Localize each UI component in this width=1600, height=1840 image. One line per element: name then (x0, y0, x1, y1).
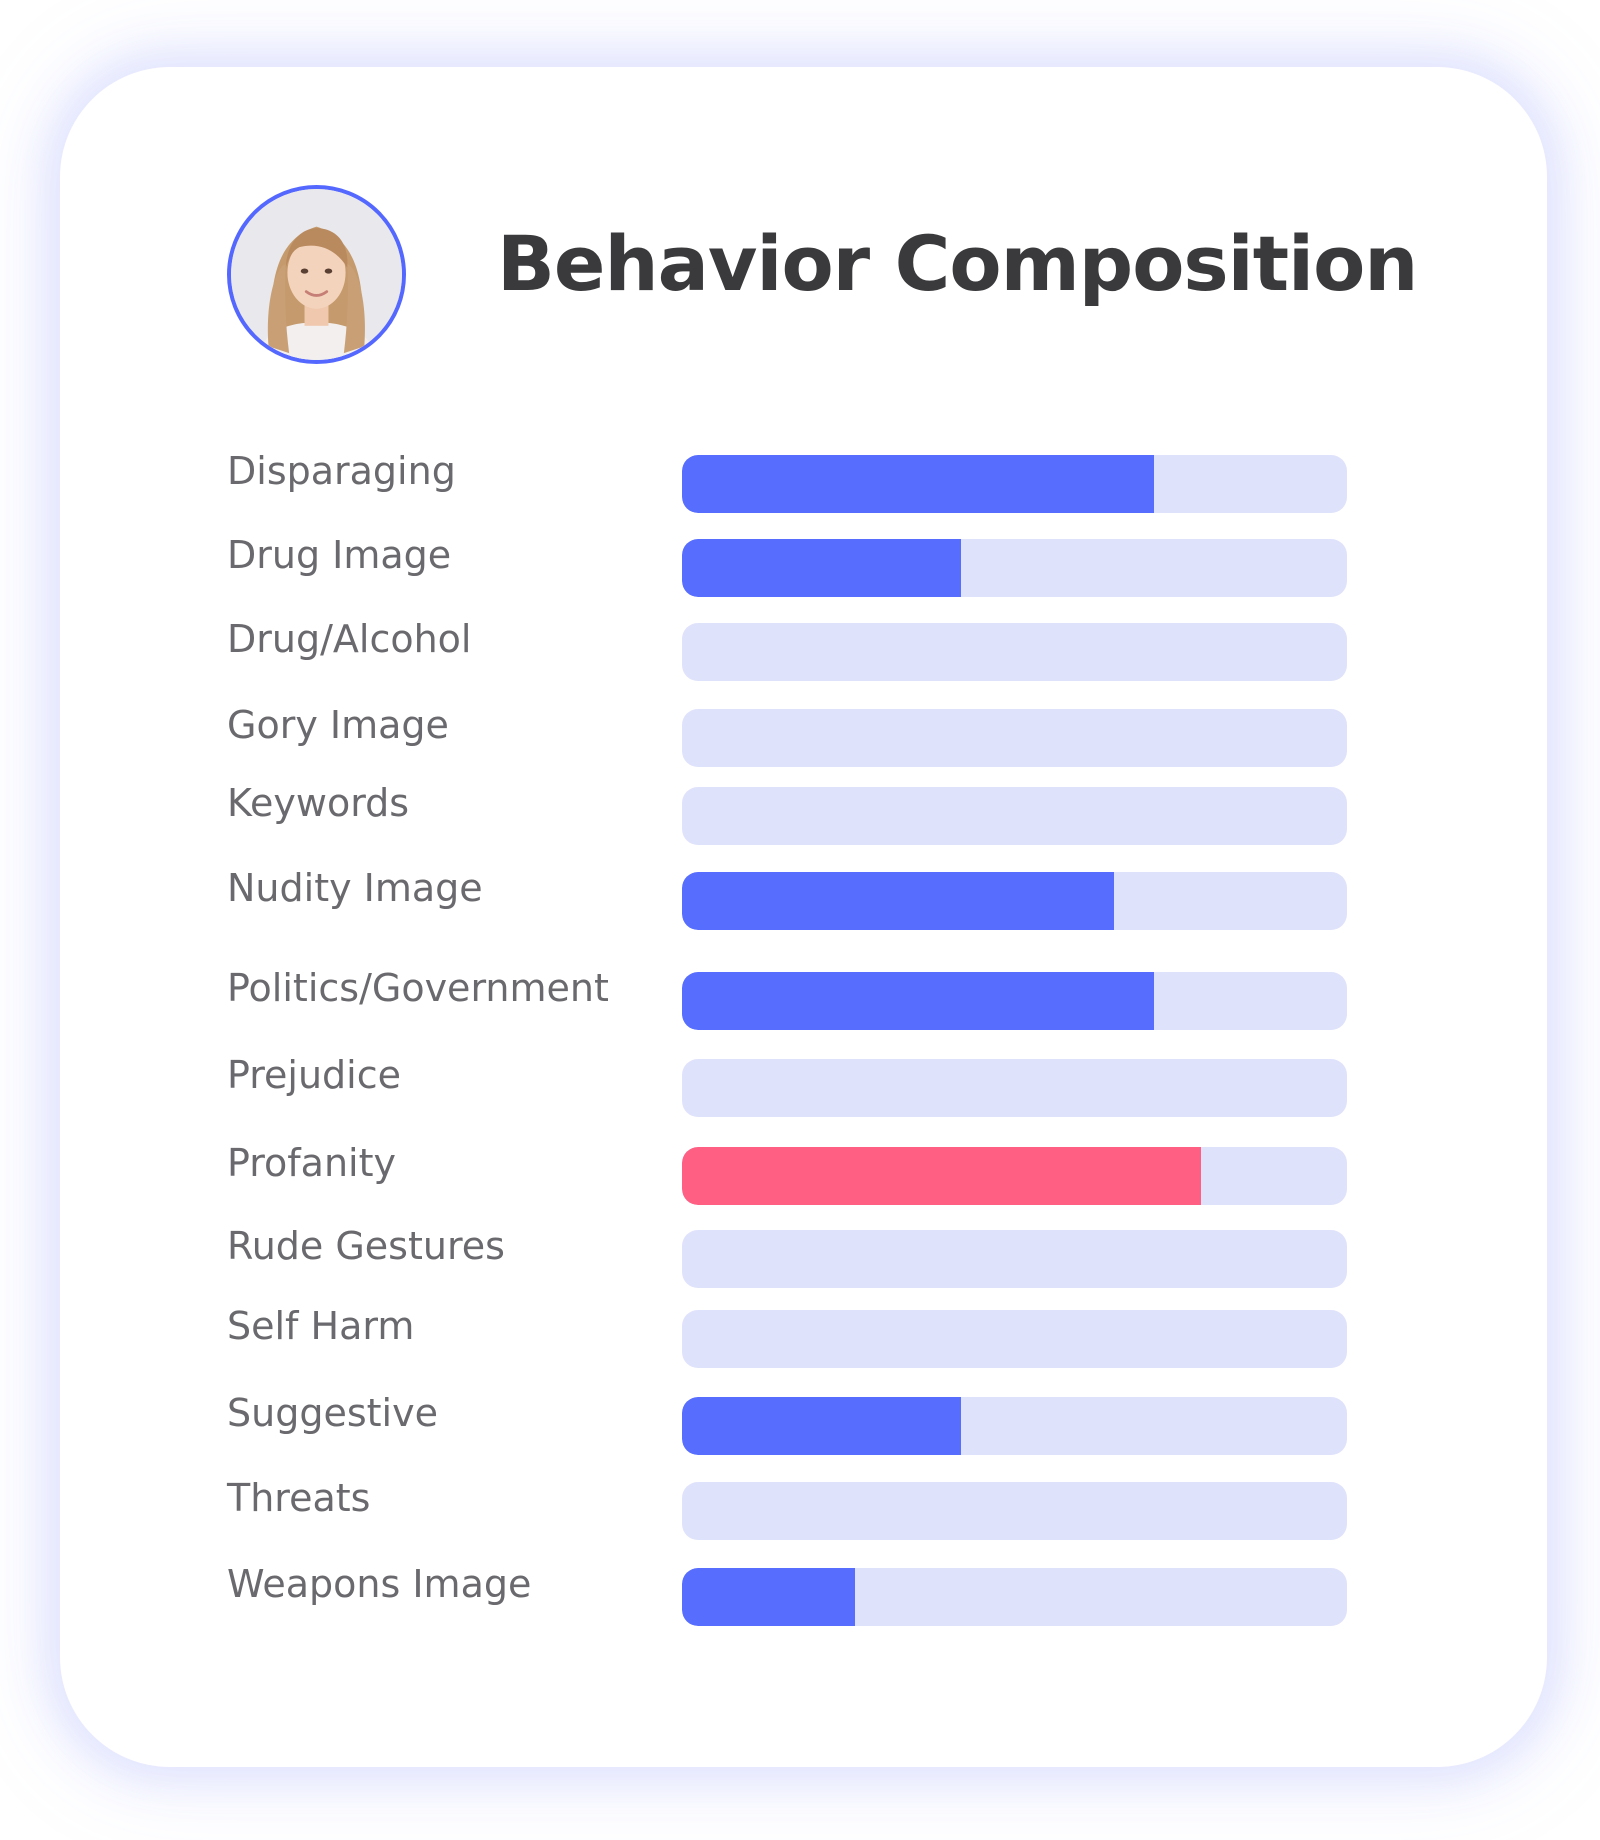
bar-track (682, 1059, 1347, 1117)
chart-row: Keywords (0, 773, 1600, 845)
bar-track (682, 1310, 1347, 1368)
bar-track (682, 1568, 1347, 1626)
user-avatar (227, 185, 406, 364)
category-label: Weapons Image (227, 1562, 532, 1606)
chart-row: Gory Image (0, 695, 1600, 767)
category-label: Gory Image (227, 703, 449, 747)
chart-row: Drug/Alcohol (0, 609, 1600, 681)
category-label: Drug Image (227, 533, 452, 577)
page-title: Behavior Composition (497, 219, 1418, 308)
category-label: Threats (227, 1476, 371, 1520)
category-label: Politics/Government (227, 966, 609, 1010)
bar-track (682, 539, 1347, 597)
category-label: Keywords (227, 781, 410, 825)
chart-row: Self Harm (0, 1296, 1600, 1368)
bar-track (682, 709, 1347, 767)
chart-row: Drug Image (0, 525, 1600, 597)
bar-track (682, 1397, 1347, 1455)
chart-row: Politics/Government (0, 958, 1600, 1030)
category-label: Disparaging (227, 449, 456, 493)
category-label: Profanity (227, 1141, 396, 1185)
bar-track (682, 1482, 1347, 1540)
bar-fill (682, 872, 1114, 930)
bar-fill (682, 1147, 1201, 1205)
chart-row: Nudity Image (0, 858, 1600, 930)
bar-fill (682, 1568, 855, 1626)
category-label: Suggestive (227, 1391, 438, 1435)
chart-row: Prejudice (0, 1045, 1600, 1117)
avatar-photo-icon (231, 189, 402, 360)
bar-track (682, 972, 1347, 1030)
bar-fill (682, 1397, 961, 1455)
category-label: Self Harm (227, 1304, 415, 1348)
bar-track (682, 872, 1347, 930)
bar-fill (682, 539, 961, 597)
chart-row: Suggestive (0, 1383, 1600, 1455)
category-label: Prejudice (227, 1053, 402, 1097)
bar-track (682, 1230, 1347, 1288)
chart-row: Threats (0, 1468, 1600, 1540)
category-label: Drug/Alcohol (227, 617, 472, 661)
bar-fill (682, 972, 1154, 1030)
bar-track (682, 455, 1347, 513)
bar-track (682, 1147, 1347, 1205)
chart-row: Rude Gestures (0, 1216, 1600, 1288)
category-label: Nudity Image (227, 866, 483, 910)
chart-row: Weapons Image (0, 1554, 1600, 1626)
bar-track (682, 623, 1347, 681)
chart-row: Disparaging (0, 441, 1600, 513)
bar-fill (682, 455, 1154, 513)
category-label: Rude Gestures (227, 1224, 505, 1268)
chart-row: Profanity (0, 1133, 1600, 1205)
bar-track (682, 787, 1347, 845)
